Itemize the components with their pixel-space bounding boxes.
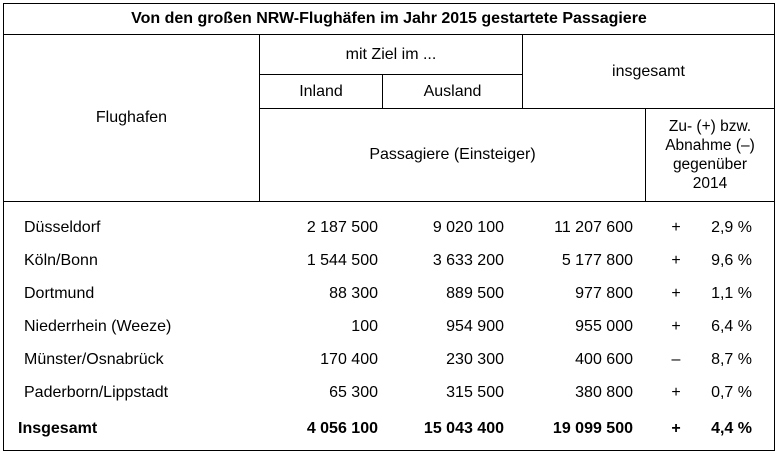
change-sign: + [671,284,681,302]
header-insgesamt: insgesamt [612,62,685,80]
divider [259,74,522,75]
inland-value: 65 300 [329,383,378,401]
change-sign: + [671,419,681,437]
total-value: 5 177 800 [561,251,633,269]
airport-name: Paderborn/Lippstadt [24,383,169,401]
divider [259,108,774,109]
ausland-value: 230 300 [446,350,504,368]
ausland-value: 15 043 400 [423,419,504,437]
change-percent: 9,6 % [711,251,752,269]
change-sign: + [671,218,681,236]
ausland-value: 3 633 200 [432,251,504,269]
table-row: Paderborn/Lippstadt 65 300 315 500 380 8… [4,376,774,409]
ausland-value: 9 020 100 [432,218,504,236]
header-ausland: Ausland [423,82,482,100]
ausland-value: 954 900 [446,317,504,335]
header-change-line: Abnahme (–) [665,137,755,154]
change-percent: 6,4 % [711,317,752,335]
total-value: 19 099 500 [552,419,633,437]
header-inland: Inland [299,82,343,100]
change-percent: 0,7 % [711,383,752,401]
table-row: Düsseldorf 2 187 500 9 020 100 11 207 60… [4,211,774,244]
total-label: Insgesamt [18,419,98,437]
table-title: Von den großen NRW-Flughäfen im Jahr 201… [4,4,774,35]
change-percent: 2,9 % [711,218,752,236]
header-mit-ziel: mit Ziel im ... [345,45,437,63]
airport-name: Düsseldorf [24,218,101,236]
total-row: Insgesamt 4 056 100 15 043 400 19 099 50… [4,412,774,445]
airport-name: Dortmund [24,284,95,302]
total-value: 977 800 [575,284,633,302]
table-row: Niederrhein (Weeze) 100 954 900 955 000 … [4,310,774,343]
change-sign: + [671,317,681,335]
total-value: 955 000 [575,317,633,335]
divider [259,35,260,201]
ausland-value: 315 500 [446,383,504,401]
passenger-table: Von den großen NRW-Flughäfen im Jahr 201… [3,3,775,451]
header-flughafen: Flughafen [95,109,168,126]
inland-value: 1 544 500 [306,251,378,269]
inland-value: 4 056 100 [306,419,378,437]
inland-value: 100 [351,317,378,335]
airport-name: Münster/Osnabrück [24,350,164,368]
header-change: Zu- (+) bzw. Abnahme (–) gegenüber 2014 [646,109,774,201]
divider [645,108,646,201]
total-value: 400 600 [575,350,633,368]
table-row: Dortmund 88 300 889 500 977 800 + 1,1 % [4,277,774,310]
total-value: 11 207 600 [554,218,633,236]
ausland-value: 889 500 [446,284,504,302]
change-sign: – [671,350,681,368]
change-percent: 4,4 % [711,419,752,437]
divider [382,74,383,108]
inland-value: 2 187 500 [306,218,378,236]
airport-name: Köln/Bonn [24,251,98,269]
airport-name: Niederrhein (Weeze) [24,317,172,335]
change-percent: 1,1 % [711,284,752,302]
table-row: Münster/Osnabrück 170 400 230 300 400 60… [4,343,774,376]
change-percent: 8,7 % [711,350,752,368]
header-change-line: 2014 [692,175,728,192]
table-row: Köln/Bonn 1 544 500 3 633 200 5 177 800 … [4,244,774,277]
header-change-line: Zu- (+) bzw. [668,118,752,135]
inland-value: 88 300 [329,284,378,302]
inland-value: 170 400 [320,350,378,368]
divider [522,35,523,108]
total-value: 380 800 [575,383,633,401]
header-passagiere: Passagiere (Einsteiger) [369,146,536,163]
header-divider [4,201,774,202]
change-sign: + [671,251,681,269]
change-sign: + [671,383,681,401]
header-change-line: gegenüber [672,156,748,173]
